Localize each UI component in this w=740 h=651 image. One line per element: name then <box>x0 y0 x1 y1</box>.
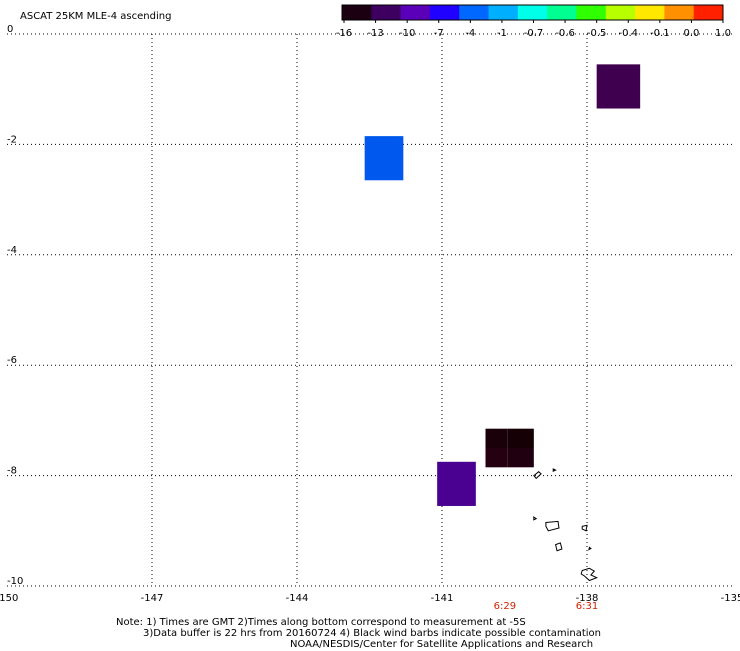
colorbar-segment <box>547 5 577 20</box>
y-tick-label: -10 <box>7 576 23 587</box>
grid <box>7 33 732 587</box>
data-cell <box>364 136 404 181</box>
x-tick-label: -150 <box>0 593 18 604</box>
data-cell <box>507 448 534 468</box>
colorbar-label: -4 <box>465 28 475 39</box>
island-outline <box>533 516 538 521</box>
island-outline <box>533 471 542 480</box>
colorbar-segment <box>400 5 431 20</box>
colorbar-label: -0.6 <box>555 28 575 39</box>
y-tick-label: 0 <box>7 24 13 35</box>
time-label: 6:29 <box>494 601 516 612</box>
colorbar-segment <box>371 5 402 20</box>
colorbar-segment <box>635 5 665 20</box>
coastline <box>533 468 598 582</box>
data-cells <box>364 64 641 506</box>
island-outline <box>545 520 560 532</box>
colorbar-segment <box>664 5 695 20</box>
x-axis: -150 -147 -144 -141 -138 -135 <box>0 593 740 604</box>
island-outline <box>555 542 563 552</box>
colorbar-label: -0.7 <box>524 28 544 39</box>
island-outline <box>552 468 557 472</box>
island-outline <box>588 546 592 551</box>
island-outline <box>580 567 598 582</box>
x-tick-label: -135 <box>721 593 740 604</box>
colorbar-segment <box>459 5 490 20</box>
data-cell <box>485 448 508 468</box>
colorbar-segment <box>605 5 636 20</box>
colorbar-label: -0.4 <box>618 28 638 39</box>
time-labels: 6:29 6:31 <box>494 601 599 612</box>
colorbar-segment <box>517 5 548 20</box>
x-tick-label: -144 <box>286 593 309 604</box>
colorbar-segment <box>576 5 607 20</box>
x-tick-label: -141 <box>431 593 454 604</box>
data-cell <box>485 428 508 448</box>
colorbar-segment <box>488 5 519 20</box>
colorbar-frame <box>341 4 724 21</box>
data-cell <box>596 64 641 109</box>
y-tick-label: -6 <box>7 355 17 366</box>
colorbar-segment <box>342 5 372 20</box>
note-line-1: Note: 1) Times are GMT 2)Times along bot… <box>116 617 526 628</box>
colorbar-label: -0.5 <box>587 28 607 39</box>
data-cell <box>437 461 476 506</box>
y-axis: 0 -2 -4 -6 -8 -10 <box>7 24 23 587</box>
note-line-3: NOAA/NESDIS/Center for Satellite Applica… <box>290 639 594 650</box>
island-outline <box>581 524 588 532</box>
x-tick-label: -138 <box>576 593 599 604</box>
y-tick-label: -2 <box>7 134 17 145</box>
y-tick-label: -8 <box>7 466 17 477</box>
x-tick-label: -147 <box>141 593 164 604</box>
colorbar-segment <box>429 5 460 20</box>
colorbar-label: -7 <box>434 28 444 39</box>
chart-title: ASCAT 25KM MLE-4 ascending <box>20 11 171 22</box>
time-label: 6:31 <box>576 601 598 612</box>
note-line-2: 3)Data buffer is 22 hrs from 20160724 4)… <box>143 628 601 639</box>
y-tick-label: -4 <box>7 245 17 256</box>
colorbar-segment <box>693 5 724 20</box>
data-cell <box>507 428 534 448</box>
colorbar-label: -1 <box>497 28 507 39</box>
